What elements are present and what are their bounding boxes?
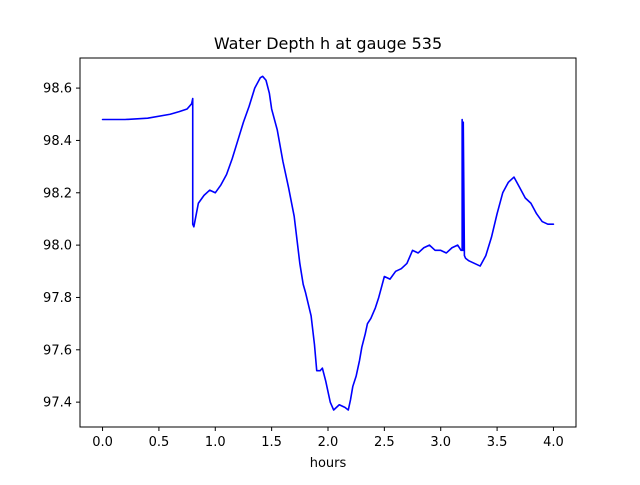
x-tick-label: 2.5: [374, 435, 395, 450]
y-axis: 97.4 97.6 97.8 98.0 98.2 98.4 98.6: [43, 82, 80, 411]
x-tick-label: 4.0: [543, 435, 564, 450]
plot-frame: [79, 57, 577, 428]
x-tick-label: 0.5: [149, 435, 170, 450]
x-axis: 0.0 0.5 1.0 1.5 2.0 2.5 3.0 3.5 4.0: [92, 427, 564, 450]
x-tick-label: 2.0: [318, 435, 339, 450]
y-tick-label: 98.0: [43, 239, 72, 254]
chart-title: Water Depth h at gauge 535: [214, 34, 442, 53]
x-tick-label: 1.0: [205, 435, 226, 450]
y-tick-label: 97.8: [43, 291, 72, 306]
x-tick-label: 3.5: [487, 435, 508, 450]
y-tick-label: 97.6: [43, 343, 72, 358]
y-tick-label: 98.2: [43, 186, 72, 201]
y-tick-label: 98.6: [43, 82, 72, 97]
plot-area: [79, 57, 577, 428]
series-line-water-depth: [101, 75, 555, 411]
x-tick-label: 3.0: [430, 435, 451, 450]
x-tick-label: 0.0: [92, 435, 113, 450]
y-tick-label: 98.4: [43, 134, 72, 149]
x-axis-label: hours: [310, 456, 347, 471]
y-tick-label: 97.4: [43, 396, 72, 411]
x-tick-label: 1.5: [261, 435, 282, 450]
